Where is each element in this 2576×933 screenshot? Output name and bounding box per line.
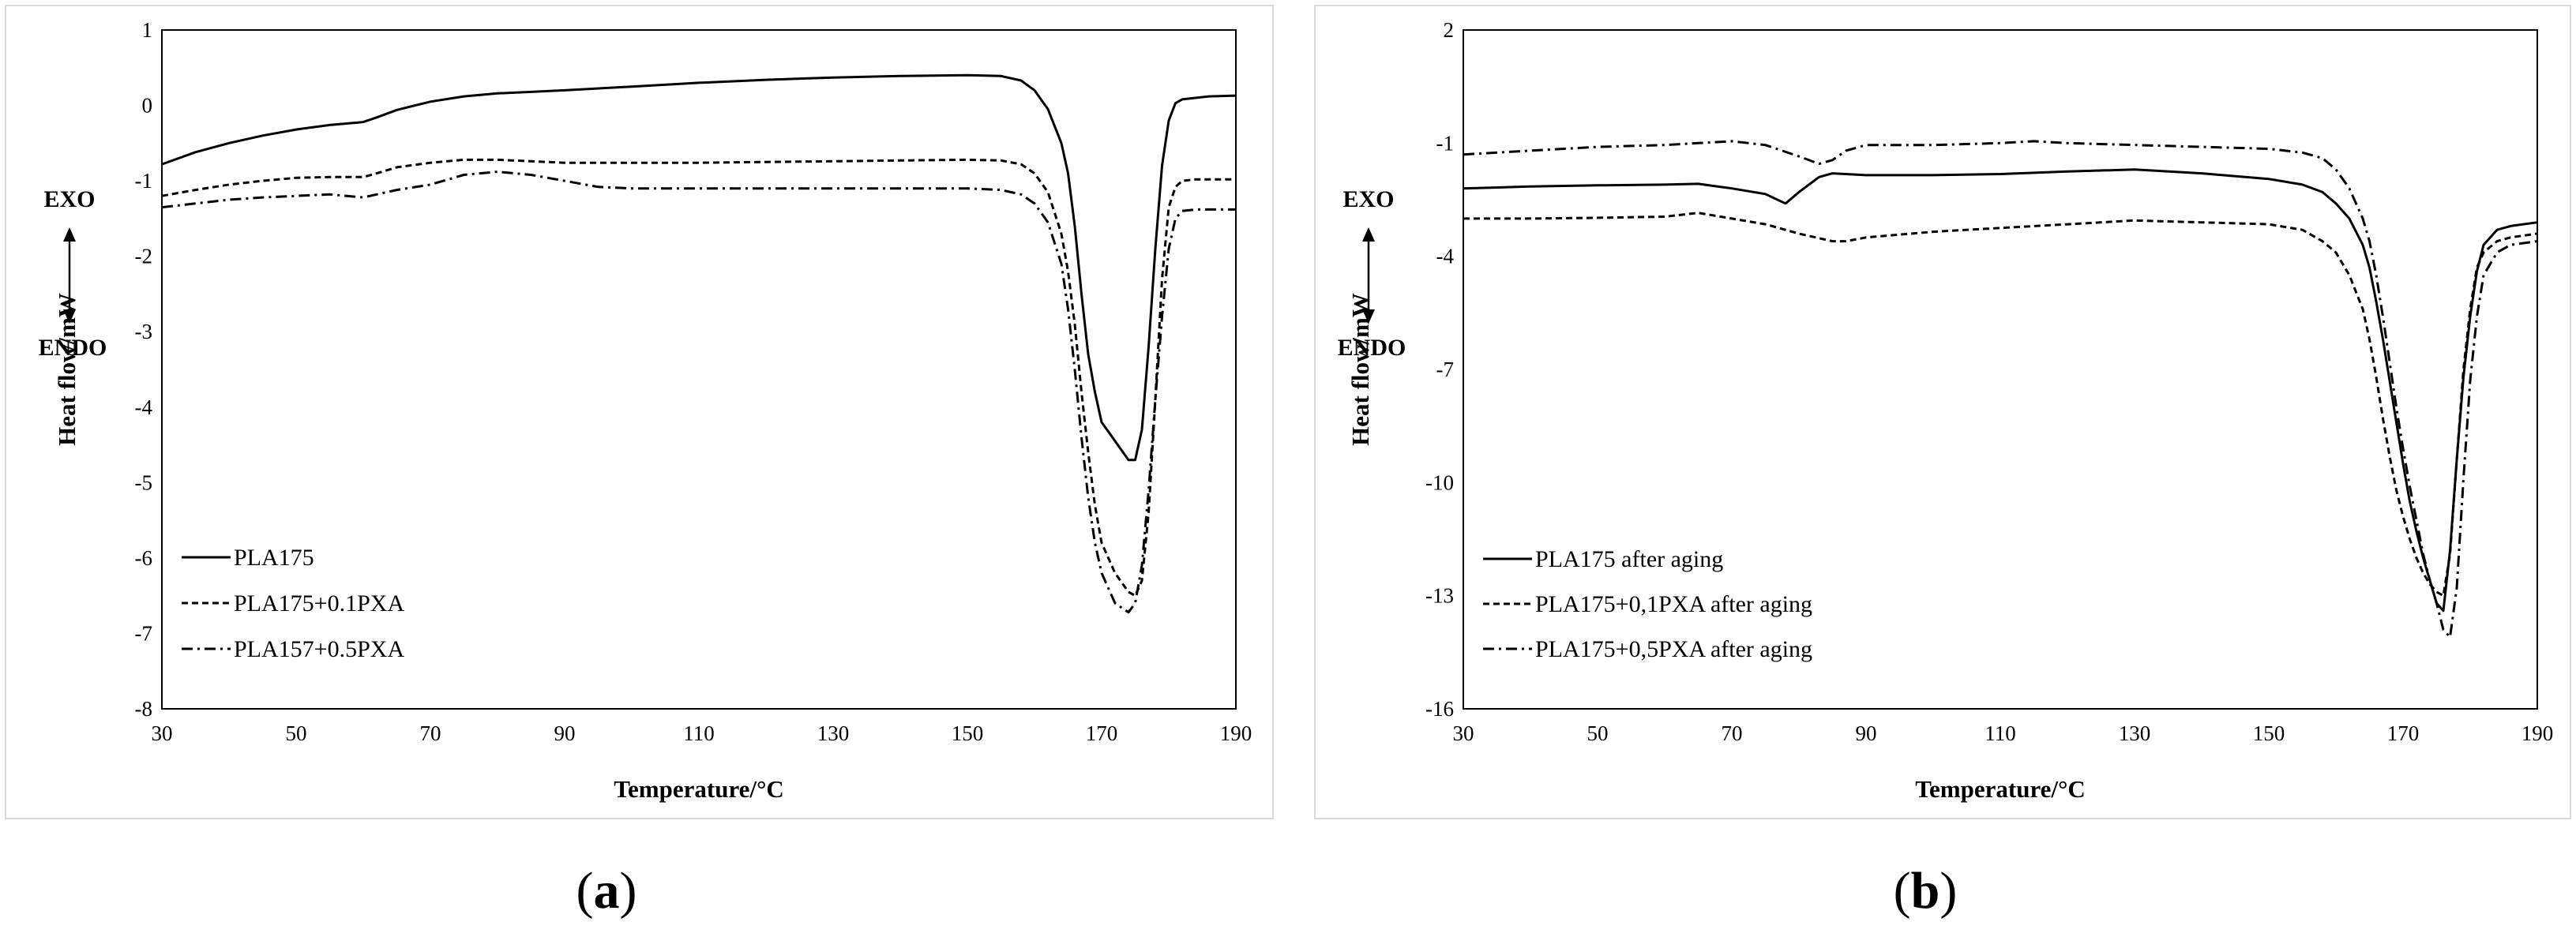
panel-a-y-tick-label: -6: [135, 546, 153, 570]
panel-b-endo-label: ENDO: [1338, 335, 1406, 361]
panel-a: -8 -7 -6 -5 -4 -3 -2 -1 0 1 30 50 70 90 110 130 150 170 1…: [5, 5, 1274, 819]
panel-b-exo-endo-arrow: [1362, 227, 1375, 324]
panel-a-plot-area: [161, 29, 1237, 710]
panel-b-y-tick-label: -10: [1425, 470, 1454, 494]
panel-b-y-tick-label: -1: [1436, 131, 1455, 155]
panel-a-series-line-1: [161, 73, 1237, 462]
panel-b-x-tick-label: 90: [1856, 721, 1877, 745]
panel-b-label: (b): [1894, 862, 1958, 920]
panel-b-x-tick-label: 150: [2253, 721, 2285, 745]
panel-a-y-tick-label: -4: [135, 395, 153, 419]
panel-a-endo-label: ENDO: [39, 335, 107, 361]
panel-a-y-tick-label: -5: [135, 470, 153, 494]
panel-b-x-axis-title: Temperature/°C: [1915, 775, 2086, 803]
panel-a-exo-label: EXO: [43, 186, 95, 212]
panel-b-y-tick-label: -7: [1436, 358, 1455, 381]
panel-a-x-tick-label: 150: [952, 721, 984, 745]
panel-b-label-open: (: [1894, 862, 1911, 920]
panel-a-y-tick-label: 1: [142, 18, 153, 42]
panel-a-series-line-3: [161, 170, 1236, 614]
panel-b-frame: [1314, 5, 2571, 819]
panel-b-legend-label-2: PLA175+0,1PXA after aging: [1535, 591, 1812, 617]
panel-a-legend-label-1: PLA175: [234, 545, 314, 571]
panel-a-series-lines: [161, 73, 1237, 614]
panel-b-x-tick-label: 50: [1587, 721, 1609, 745]
panel-b-series-line-3: [1463, 140, 2538, 639]
panel-a-x-tick-labels: 30 50 70 90 110 130 150 170 190: [152, 721, 1252, 745]
panel-b-legend-label-3: PLA175+0,5PXA after aging: [1535, 636, 1812, 662]
panel-a-y-tick-label: 0: [142, 94, 153, 118]
panel-b-x-tick-label: 110: [1985, 721, 2016, 745]
panel-a-legend-label-3: PLA157+0.5PXA: [234, 636, 404, 662]
panel-b-series-lines: [1463, 140, 2538, 639]
panel-a-y-tick-label: -1: [135, 169, 153, 193]
panel-a-y-axis-title: Heat flow/mW: [53, 293, 81, 446]
panel-a-y-tick-label: -8: [135, 697, 153, 721]
panel-b-exo-label: EXO: [1342, 186, 1394, 212]
panel-b-x-tick-labels: 30 50 70 90 110 130 150 170 190: [1453, 721, 2554, 745]
panel-b-x-tick-label: 190: [2522, 721, 2554, 745]
panel-b-label-close: ): [1940, 862, 1957, 920]
panel-b-plot-area: [1463, 29, 2538, 710]
panel-b-y-tick-label: -4: [1436, 245, 1455, 268]
panel-a-x-tick-label: 190: [1220, 721, 1252, 745]
panel-b-label-letter: b: [1911, 862, 1940, 920]
panel-a-x-tick-label: 90: [554, 721, 576, 745]
panel-a-label-close: ): [620, 862, 637, 920]
panel-a-x-tick-label: 70: [420, 721, 441, 745]
panel-b-y-tick-labels: -16 -13 -10 -7 -4 -1 2: [1425, 18, 1454, 721]
panel-a-label-open: (: [576, 862, 594, 920]
panel-a-exo-endo-arrow: [63, 227, 76, 324]
panel-a-legend: PLA175 PLA175+0.1PXA PLA157+0.5PXA: [182, 545, 404, 662]
panel-a-label-letter: a: [594, 862, 620, 920]
panel-b-x-tick-label: 30: [1453, 721, 1474, 745]
panel-a-y-tick-label: -7: [135, 621, 153, 645]
panel-a-y-tick-label: -2: [135, 245, 153, 268]
panel-a-x-tick-label: 130: [817, 721, 850, 745]
panel-b-x-tick-label: 130: [2119, 721, 2151, 745]
panel-a-legend-label-2: PLA175+0.1PXA: [234, 590, 404, 616]
panel-a-y-tick-label: -3: [135, 320, 153, 343]
panel-a-x-tick-label: 110: [683, 721, 715, 745]
panel-a-x-tick-label: 30: [152, 721, 173, 745]
panel-b-y-tick-label: -16: [1425, 697, 1454, 721]
panel-b-y-tick-label: -13: [1425, 584, 1454, 608]
panel-b-legend-label-1: PLA175 after aging: [1535, 546, 1723, 572]
panel-b: -16 -13 -10 -7 -4 -1 2 30 50 70 90 110 130 150 170 190…: [1314, 5, 2571, 819]
panel-a-x-tick-label: 50: [286, 721, 307, 745]
panel-b-x-tick-label: 170: [2387, 721, 2420, 745]
panel-b-series-line-2: [1463, 212, 2538, 598]
panel-b-series-line-1: [1463, 168, 2538, 613]
panel-a-y-tick-labels: -8 -7 -6 -5 -4 -3 -2 -1 0 1: [135, 18, 153, 721]
panel-a-x-axis-title: Temperature/°C: [614, 775, 784, 803]
panel-b-legend: PLA175 after aging PLA175+0,1PXA after ag…: [1483, 546, 1812, 662]
panel-a-frame: [5, 5, 1274, 819]
panel-a-label: (a): [576, 862, 637, 920]
panel-a-x-tick-label: 170: [1086, 721, 1118, 745]
panel-b-x-tick-label: 70: [1722, 721, 1743, 745]
panel-b-y-tick-label: 2: [1444, 18, 1455, 42]
